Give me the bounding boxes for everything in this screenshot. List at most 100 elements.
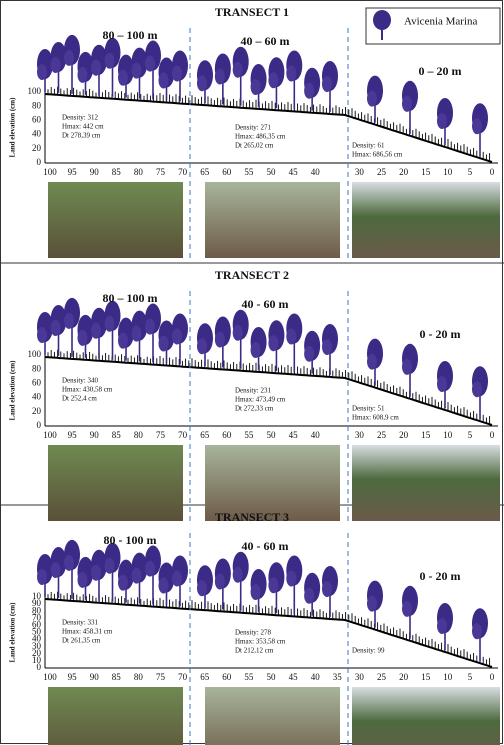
zone-stat: Density: 51: [352, 405, 385, 413]
x-tick-label: 90: [90, 430, 100, 440]
x-tick-label: 30: [355, 672, 365, 682]
zone-label: 80 – 100 m: [103, 291, 158, 305]
tree-crown: [286, 570, 296, 586]
zone-label: 80 - 100 m: [104, 533, 157, 547]
tree-crown: [304, 588, 314, 604]
tree-crown: [118, 333, 128, 349]
tree-crown: [64, 555, 74, 571]
tree-crown: [367, 354, 377, 370]
site-photo: [352, 182, 500, 258]
tree-crown: [172, 570, 182, 586]
tree-crown: [472, 623, 482, 639]
x-tick-label: 60: [222, 167, 232, 177]
figure: Avicenia Marina TRANSECT 1 100 80 60 40 20 0 La…: [0, 0, 504, 745]
tree-crown: [118, 575, 128, 591]
transect-title: TRANSECT 3: [215, 510, 289, 524]
zone-stat: Hmax: 486,35 cm: [235, 133, 286, 141]
x-tick-label: 85: [112, 672, 122, 682]
y-tick-label: 80: [32, 363, 42, 373]
tree-crown: [402, 601, 412, 617]
tree-crown: [37, 327, 47, 343]
x-tick-label: 55: [244, 430, 254, 440]
zone-stat: Density: 331: [62, 619, 98, 627]
tree-crown: [367, 596, 377, 612]
tree-crown: [215, 68, 225, 84]
y-tick-label: 20: [32, 143, 42, 153]
site-photo: [352, 445, 500, 521]
x-tick-label: 70: [178, 167, 188, 177]
zone-stat: Density: 278: [235, 629, 271, 637]
x-tick-label: 45: [289, 430, 299, 440]
tree-crown: [78, 572, 88, 588]
x-tick-label: 100: [43, 672, 57, 682]
x-tick-label: 45: [289, 167, 299, 177]
x-tick-label: 50: [267, 167, 277, 177]
y-tick-label: 60: [32, 114, 42, 124]
tree-crown: [132, 63, 142, 79]
x-tick-label: 5: [468, 430, 473, 440]
x-tick-label: 25: [377, 672, 387, 682]
zone-stat: Density: 99: [352, 647, 385, 655]
tree-crown: [286, 65, 296, 81]
site-photo: [205, 182, 340, 258]
zone-stat: Hmax: 473,49 cm: [235, 396, 286, 404]
x-tick-label: 10: [443, 672, 453, 682]
x-tick-label: 60: [222, 672, 232, 682]
tree-crown: [197, 75, 207, 91]
x-tick-label: 85: [112, 167, 122, 177]
tree-crown: [172, 65, 182, 81]
tree-crown: [472, 118, 482, 134]
zone-stat: Hmax: 608,9 cm: [352, 414, 399, 422]
x-tick-label: 90: [90, 672, 100, 682]
x-tick-label: 85: [112, 430, 122, 440]
y-axis-label: Land elevation (cm): [9, 360, 17, 421]
tree-crown: [322, 76, 332, 92]
y-tick-label: 80: [32, 100, 42, 110]
x-tick-label: 75: [156, 672, 166, 682]
tree-crown: [251, 584, 261, 600]
zone-label: 40 - 60 m: [242, 539, 289, 553]
tree-crown: [145, 319, 155, 335]
tree-crown: [322, 339, 332, 355]
site-photo: [205, 687, 340, 745]
zone-stat: Density: 340: [62, 377, 98, 385]
zone-stat: Density: 312: [62, 114, 98, 122]
x-tick-label: 95: [68, 430, 78, 440]
zone-stat: Dt 278,39 cm: [62, 132, 101, 140]
legend-label: Avicenia Marina: [404, 16, 478, 28]
y-tick-label: 40: [32, 129, 42, 139]
tree-crown: [51, 57, 61, 73]
zone-stat: Dt 212,12 cm: [235, 647, 274, 655]
x-tick-label: 80: [134, 672, 144, 682]
x-tick-label: 80: [134, 430, 144, 440]
tree-crown: [105, 53, 115, 69]
tree-crown: [159, 578, 169, 594]
transect-title: TRANSECT 1: [215, 5, 289, 19]
x-tick-label: 0: [490, 167, 495, 177]
tree-crown: [251, 79, 261, 95]
tree-crown: [64, 50, 74, 66]
x-tick-label: 75: [156, 430, 166, 440]
x-tick-label: 70: [178, 672, 188, 682]
tree-crown: [91, 60, 101, 76]
y-axis-label: Land elevation (cm): [9, 97, 17, 158]
tree-crown: [132, 326, 142, 342]
x-tick-label: 25: [377, 430, 387, 440]
zone-stat: Hmax: 686,56 cm: [352, 151, 403, 159]
x-tick-label: 100: [43, 430, 57, 440]
zone-stat: Hmax: 430,58 cm: [62, 386, 113, 394]
tree-crown: [233, 325, 243, 341]
y-axis-label: Land elevation (cm): [9, 602, 17, 663]
zone-stat: Dt 265,02 cm: [235, 142, 274, 150]
x-tick-label: 10: [443, 430, 453, 440]
tree-crown: [159, 73, 169, 89]
tree-crown: [197, 580, 207, 596]
x-tick-label: 90: [90, 167, 100, 177]
zone-label: 0 - 20 m: [420, 327, 461, 341]
zone-stat: Dt 261,35 cm: [62, 637, 101, 645]
tree-crown: [91, 565, 101, 581]
zone-stat: Density: 271: [235, 124, 271, 132]
tree-crown: [437, 376, 447, 392]
y-tick-label: 60: [32, 377, 42, 387]
tree-crown: [51, 562, 61, 578]
